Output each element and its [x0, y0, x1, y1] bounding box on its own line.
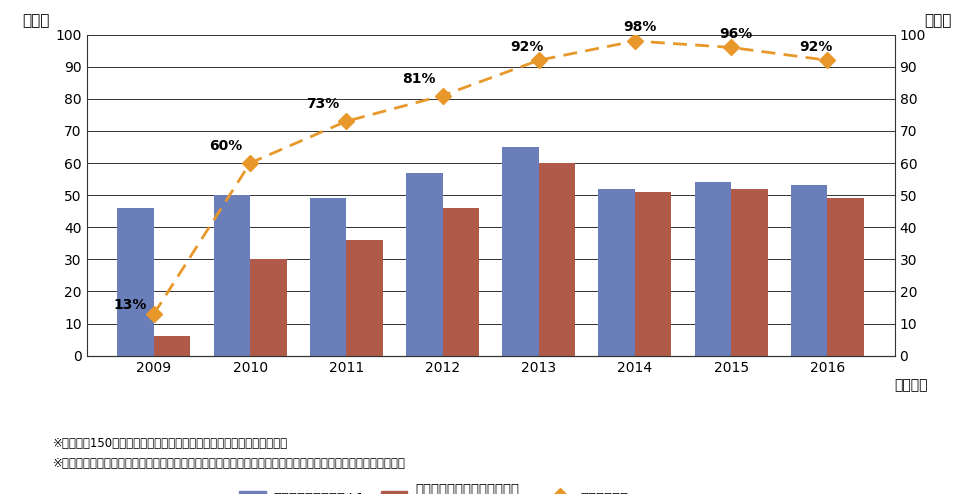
Text: 13%: 13%: [113, 298, 146, 312]
Text: 98%: 98%: [623, 20, 655, 35]
Text: （社）: （社）: [22, 13, 49, 28]
Bar: [406, 173, 442, 356]
Text: 81%: 81%: [402, 72, 434, 86]
Bar: [730, 189, 767, 356]
Bar: [117, 208, 154, 356]
Text: 73%: 73%: [306, 97, 338, 112]
Bar: [502, 147, 538, 356]
Text: （年度）: （年度）: [894, 378, 927, 392]
Legend: 報告事業者数（社）※1, うちトップランナー基準に適
合している事業者数（社）※2, 適合率（％）: 報告事業者数（社）※1, うちトップランナー基準に適 合している事業者数（社）※…: [234, 478, 633, 494]
Bar: [213, 195, 250, 356]
Text: 60%: 60%: [209, 139, 242, 153]
Bar: [154, 336, 190, 356]
Text: ※２：１年間に供給する住宅全体の平均の省エネ性能がトップランナー基準を上回っているものを適合とみなす: ※２：１年間に供給する住宅全体の平均の省エネ性能がトップランナー基準を上回ってい…: [53, 457, 406, 470]
Bar: [598, 189, 634, 356]
Text: 96%: 96%: [719, 27, 752, 41]
Bar: [309, 198, 346, 356]
Text: 92%: 92%: [510, 40, 543, 54]
Text: （％）: （％）: [923, 13, 950, 28]
Bar: [346, 240, 382, 356]
Bar: [826, 198, 863, 356]
Bar: [442, 208, 479, 356]
Text: ※１：年間150戸以上供給する事業者に対して報告を求めた結果による: ※１：年間150戸以上供給する事業者に対して報告を求めた結果による: [53, 437, 287, 450]
Bar: [538, 163, 575, 356]
Text: 92%: 92%: [799, 40, 831, 54]
Bar: [694, 182, 730, 356]
Bar: [250, 259, 286, 356]
Bar: [634, 192, 671, 356]
Bar: [790, 186, 826, 356]
